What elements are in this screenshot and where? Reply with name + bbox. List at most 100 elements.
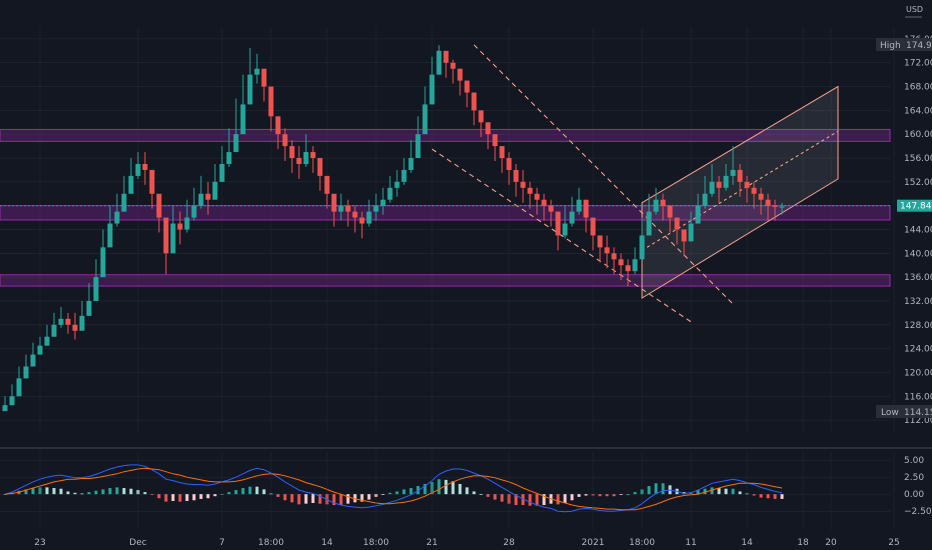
high-marker-label: High [880, 41, 901, 51]
macd-histogram-bar [717, 488, 721, 495]
price-tick-label: 144.00 [904, 226, 932, 236]
candle-body [345, 205, 351, 212]
candle-body [191, 205, 197, 218]
candle-body [429, 74, 435, 105]
candle [219, 146, 225, 182]
macd-histogram-bar [122, 488, 126, 495]
candle-body [79, 315, 85, 331]
candle [513, 163, 519, 197]
macd-histogram-bar [157, 494, 161, 499]
macd-histogram-bar [108, 488, 112, 495]
last-price-box [897, 199, 932, 212]
macd-histogram-bar [171, 494, 175, 501]
macd-histogram-bar [605, 494, 609, 497]
macd-histogram-bar [521, 494, 525, 506]
candle-body [100, 247, 106, 278]
candle [751, 181, 757, 209]
candle-body [527, 187, 533, 194]
macd-histogram-bar [584, 494, 588, 496]
candle [275, 116, 281, 150]
candle [170, 205, 176, 254]
macd-histogram-bar [556, 494, 560, 505]
candle [639, 217, 645, 260]
macd-histogram-bar [514, 494, 518, 506]
macd-histogram-bar [416, 486, 420, 495]
candle-body [513, 169, 519, 182]
candle [716, 175, 722, 203]
macd-tick-label: −2.50 [904, 507, 932, 517]
price-tick-label: 156.00 [904, 154, 932, 164]
candle [730, 146, 736, 185]
candle-body [184, 217, 190, 230]
candle [296, 146, 302, 179]
price-axis[interactable]: USD 112.00 116.00 120.00 124.00 128.00 132.00… [904, 5, 932, 426]
macd-histogram-bar [332, 494, 336, 506]
candle [86, 283, 92, 316]
candle-body [492, 134, 498, 147]
candle [303, 134, 309, 167]
macd-histogram-bar [178, 494, 182, 502]
macd-histogram-bar [150, 494, 154, 495]
candle-body [2, 405, 8, 412]
macd-histogram-bar [101, 489, 105, 495]
candle [443, 50, 449, 78]
candle-body [723, 175, 729, 188]
candle-body [604, 247, 610, 254]
time-tick-label: 18:00 [629, 538, 655, 548]
macd-histogram-bar [206, 494, 210, 499]
candle-body [163, 217, 169, 254]
candle [723, 163, 729, 191]
candle-body [135, 163, 141, 176]
candle-body [450, 62, 456, 69]
candle [625, 259, 631, 287]
macd-histogram-bar [773, 494, 777, 499]
macd-histogram-bar [73, 492, 77, 495]
time-axis[interactable]: 23 Dec 7 18:00 14 18:00 21 28 2021 18:00 11 14 18 20 2… [34, 538, 899, 548]
candle-body [233, 134, 239, 153]
macd-histogram-bar [472, 491, 476, 495]
candle-body [562, 223, 568, 236]
macd-tick-label: 0.00 [904, 490, 924, 500]
macd-axis[interactable]: 5.00 2.50 0.00 −2.50 [904, 456, 932, 517]
macd-histogram-bar [241, 488, 245, 495]
candle-body [366, 211, 372, 224]
candle [233, 98, 239, 153]
candle-body [317, 158, 323, 176]
candle [499, 146, 505, 173]
time-tick-label: Dec [129, 538, 146, 548]
currency-label: USD [906, 5, 923, 14]
candle [660, 193, 666, 221]
candle-body [765, 199, 771, 206]
candle-body [324, 175, 330, 194]
price-zone [0, 128, 891, 142]
candle [247, 47, 253, 105]
candle-body [597, 235, 603, 248]
candle [604, 235, 610, 269]
candle [282, 128, 288, 162]
candle [702, 175, 708, 209]
candle-body [555, 211, 561, 236]
candle [597, 235, 603, 263]
candle-body [16, 378, 22, 397]
candle [65, 312, 71, 334]
candle-body [352, 211, 358, 218]
candle-body [51, 324, 57, 337]
candle [779, 202, 785, 215]
candle [37, 336, 43, 355]
candle-body [716, 181, 722, 188]
macd-histogram-bar [31, 488, 35, 495]
candle [359, 211, 365, 239]
candle-body [471, 92, 477, 111]
price-tick-label: 140.00 [904, 249, 932, 259]
macd-histogram-bar [710, 487, 714, 495]
candle [562, 205, 568, 239]
time-tick-label: 14 [321, 538, 333, 548]
candle-body [289, 146, 295, 159]
price-tick-label: 112.00 [904, 416, 932, 426]
candle-body [156, 193, 162, 218]
macd-histogram-bar [724, 488, 728, 495]
macd-histogram-bar [395, 491, 399, 495]
macd-histogram-bar [444, 479, 448, 495]
price-grid [0, 27, 895, 432]
